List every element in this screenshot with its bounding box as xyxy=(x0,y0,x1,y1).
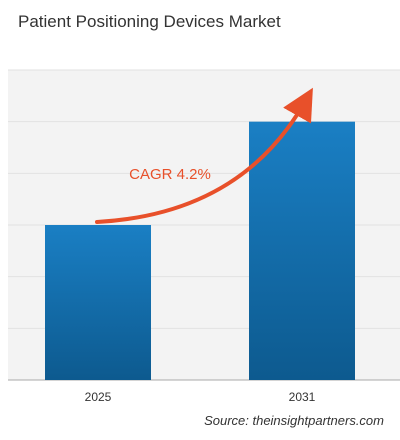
source-note: Source: theinsightpartners.com xyxy=(204,413,384,428)
x-tick-label: 2031 xyxy=(289,390,316,404)
bar-2031 xyxy=(249,121,355,381)
cagr-label: CAGR 4.2% xyxy=(129,166,211,183)
x-tick-label: 2025 xyxy=(85,390,112,404)
chart-title: Patient Positioning Devices Market xyxy=(18,12,281,31)
bar-2025 xyxy=(45,225,151,380)
cagr-arrow xyxy=(95,87,313,224)
